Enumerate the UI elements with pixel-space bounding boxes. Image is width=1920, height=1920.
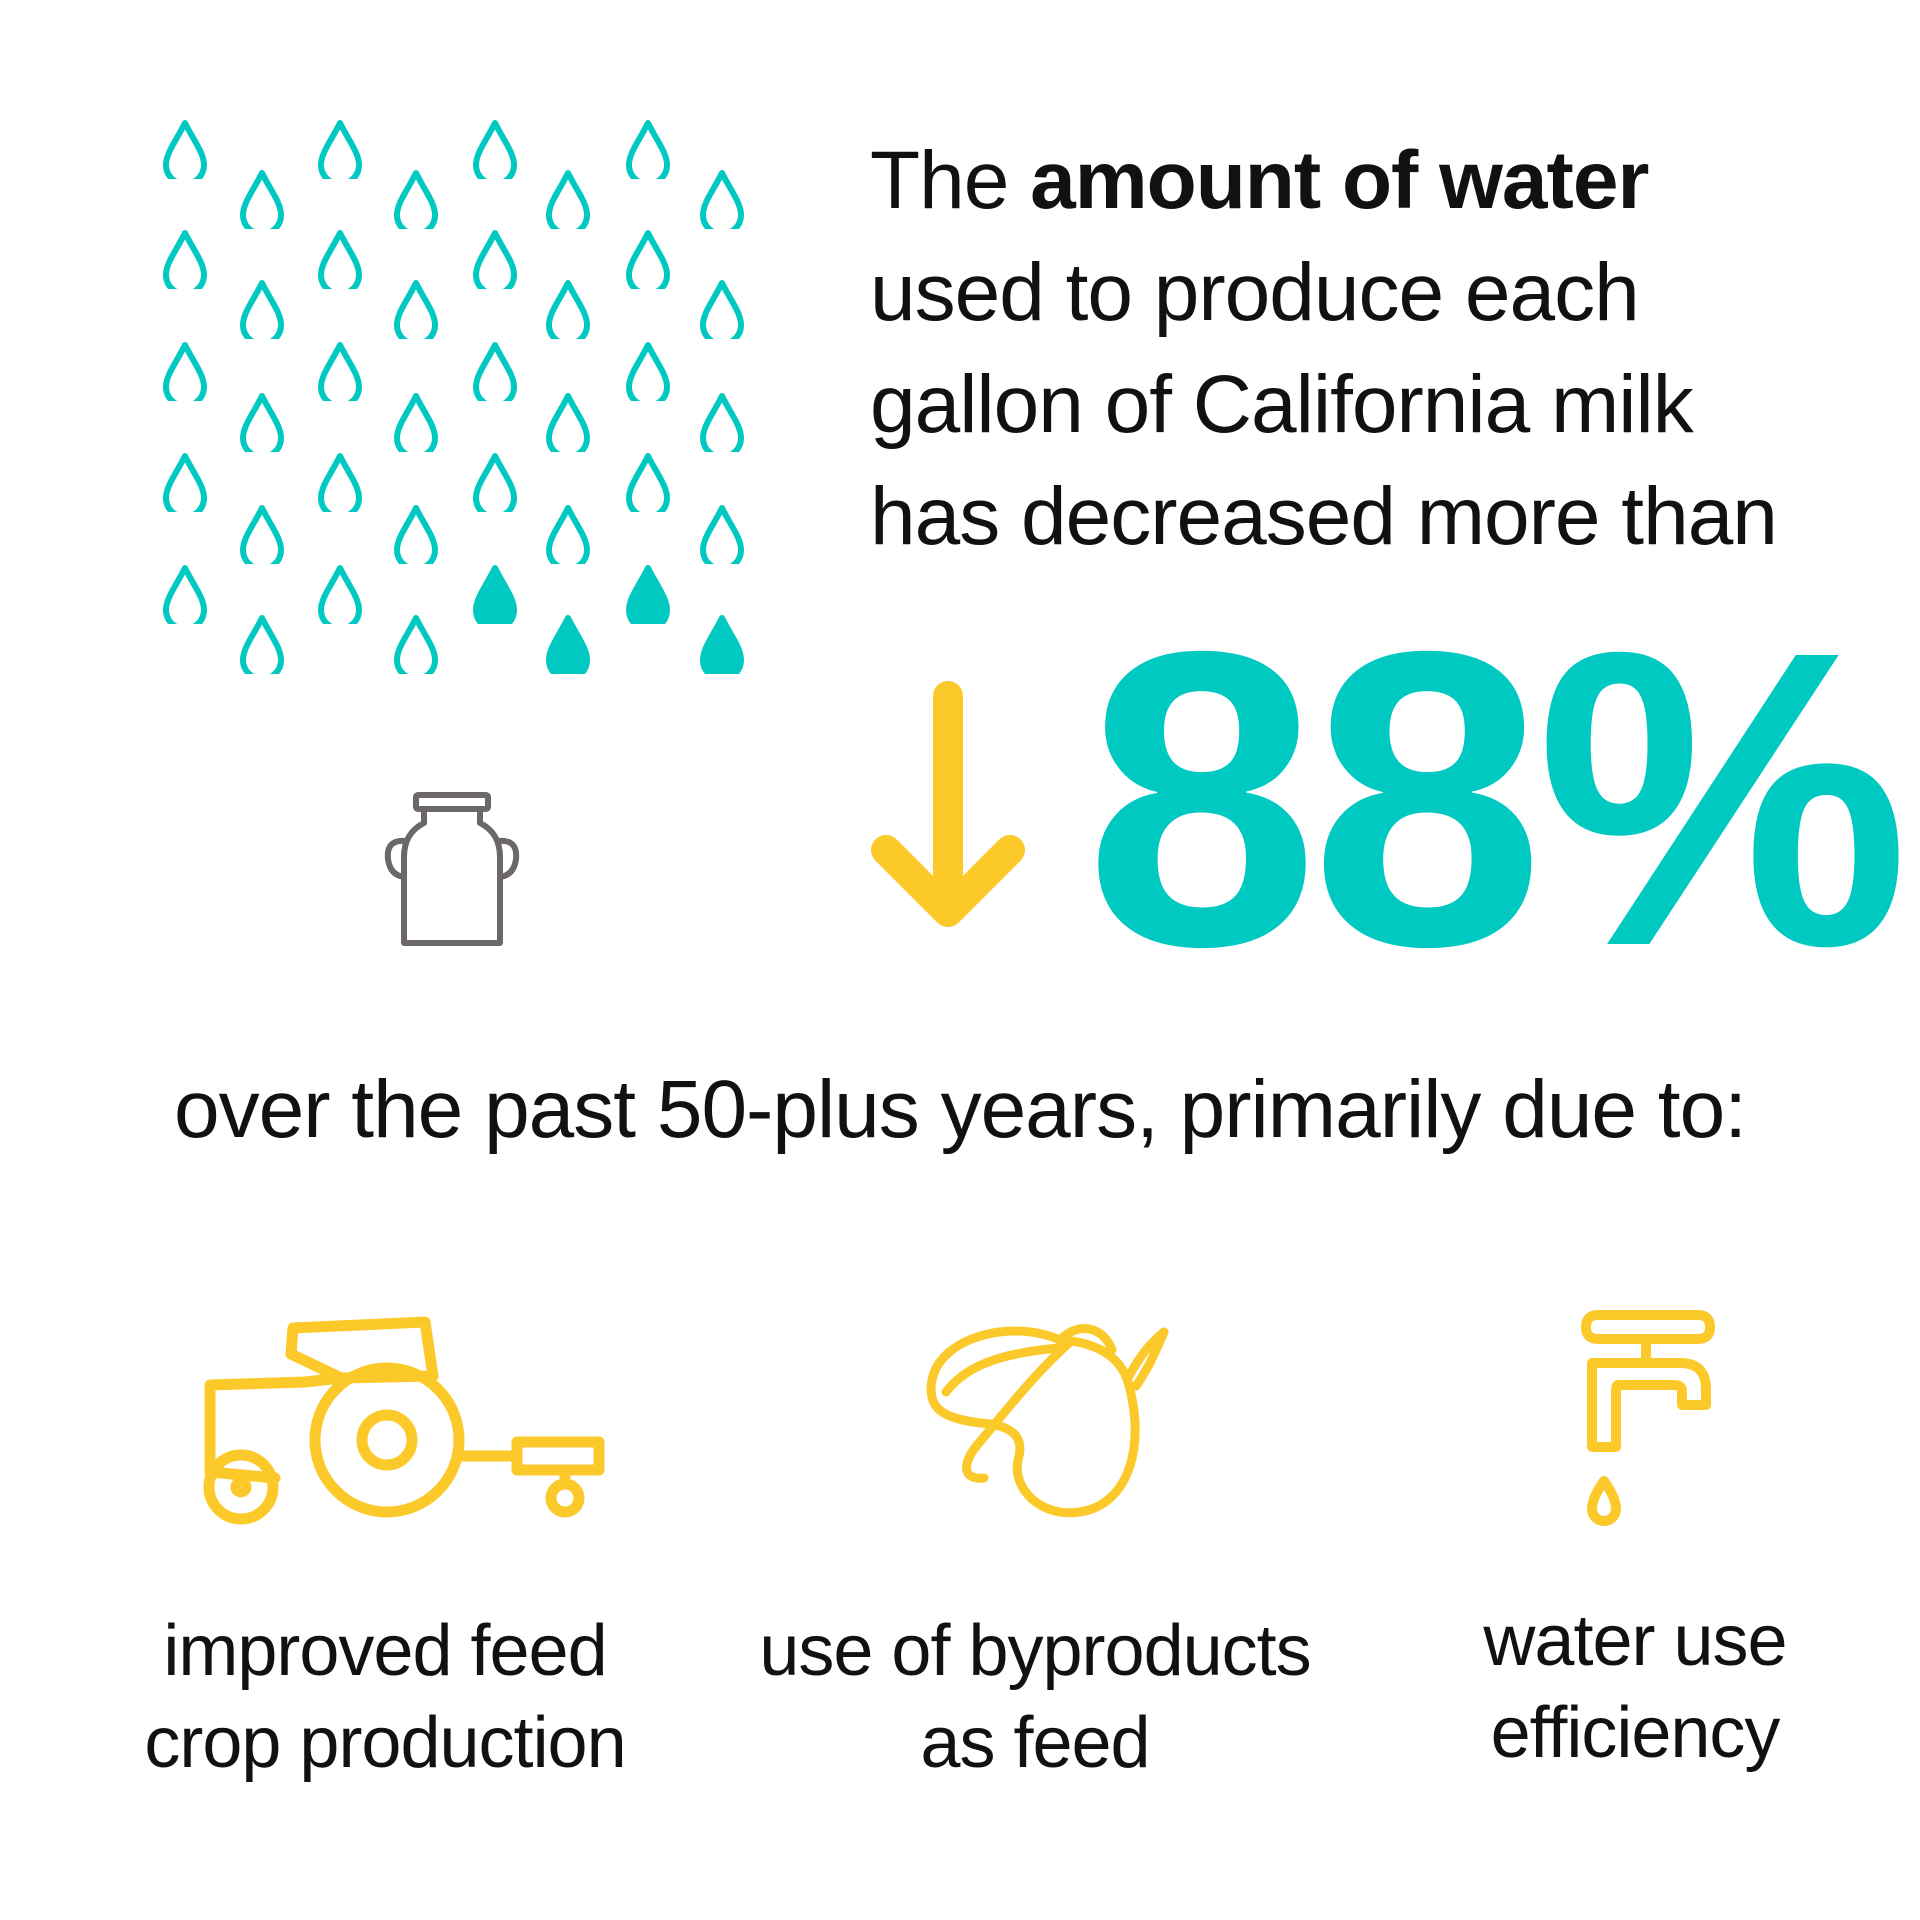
water-drop-icon xyxy=(394,615,438,674)
water-drop-icon xyxy=(318,342,362,401)
water-drop-icon xyxy=(394,393,438,452)
water-drop-icon xyxy=(163,342,207,401)
water-drop-filled-icon xyxy=(546,615,590,674)
water-drop-icon xyxy=(473,230,517,289)
milk-can-icon xyxy=(384,792,520,946)
water-drop-icon xyxy=(240,170,284,229)
water-drop-icon xyxy=(240,615,284,674)
faucet-icon xyxy=(1581,1310,1715,1526)
headline-line-4: has decreased more than xyxy=(870,471,1778,562)
subtitle: over the past 50-plus years, primarily d… xyxy=(174,1064,1747,1155)
headline-line-1: The amount of water xyxy=(870,125,1870,237)
reason-label-water-efficiency: water use efficiency xyxy=(1325,1595,1920,1779)
reason-label-feed-crop: improved feed crop production xyxy=(75,1605,695,1789)
reason-2-line-1: use of byproducts xyxy=(759,1611,1311,1691)
water-drop-icon xyxy=(546,280,590,339)
stat-value: 88% xyxy=(1085,565,1910,1034)
headline-line-2: used to produce each xyxy=(870,247,1640,338)
water-drop-icon xyxy=(700,505,744,564)
water-drop-filled-icon xyxy=(626,565,670,624)
water-drop-icon xyxy=(700,280,744,339)
water-drop-icon xyxy=(626,120,670,179)
water-drop-icon xyxy=(318,230,362,289)
water-drop-icon xyxy=(240,280,284,339)
water-drop-icon xyxy=(318,453,362,512)
reason-label-byproducts: use of byproducts as feed xyxy=(725,1605,1345,1789)
water-drop-icon xyxy=(700,393,744,452)
water-drop-icon xyxy=(163,120,207,179)
water-drop-icon xyxy=(318,120,362,179)
reason-2-line-2: as feed xyxy=(920,1703,1150,1783)
headline-line-3: gallon of California milk xyxy=(870,359,1694,450)
water-drop-icon xyxy=(240,393,284,452)
water-drop-icon xyxy=(473,342,517,401)
water-drop-icon xyxy=(394,280,438,339)
water-drop-icon xyxy=(546,393,590,452)
headline-bold: amount of water xyxy=(1030,135,1649,226)
water-drop-icon xyxy=(473,120,517,179)
water-drop-filled-icon xyxy=(700,615,744,674)
water-drop-icon xyxy=(626,453,670,512)
tractor-icon xyxy=(203,1316,605,1525)
water-drop-icon xyxy=(240,505,284,564)
water-drop-icon xyxy=(318,565,362,624)
reason-3-line-2: efficiency xyxy=(1490,1693,1781,1773)
down-arrow-icon xyxy=(871,681,1025,927)
water-drop-filled-icon xyxy=(473,565,517,624)
water-drop-icon xyxy=(473,453,517,512)
water-drops-grid xyxy=(0,0,800,740)
water-drop-icon xyxy=(163,230,207,289)
byproduct-seed-icon xyxy=(926,1324,1169,1518)
headline-prefix: The xyxy=(870,135,1031,226)
reason-1-line-1: improved feed xyxy=(163,1611,607,1691)
water-drop-icon xyxy=(546,170,590,229)
water-drop-icon xyxy=(626,342,670,401)
water-drop-icon xyxy=(163,565,207,624)
water-drop-icon xyxy=(394,170,438,229)
reason-3-line-1: water use xyxy=(1483,1601,1787,1681)
headline: The amount of water used to produce each… xyxy=(870,125,1870,573)
water-drop-icon xyxy=(163,453,207,512)
water-drop-icon xyxy=(394,505,438,564)
water-drop-icon xyxy=(546,505,590,564)
water-drop-icon xyxy=(626,230,670,289)
reason-1-line-2: crop production xyxy=(144,1703,626,1783)
water-drop-icon xyxy=(700,170,744,229)
